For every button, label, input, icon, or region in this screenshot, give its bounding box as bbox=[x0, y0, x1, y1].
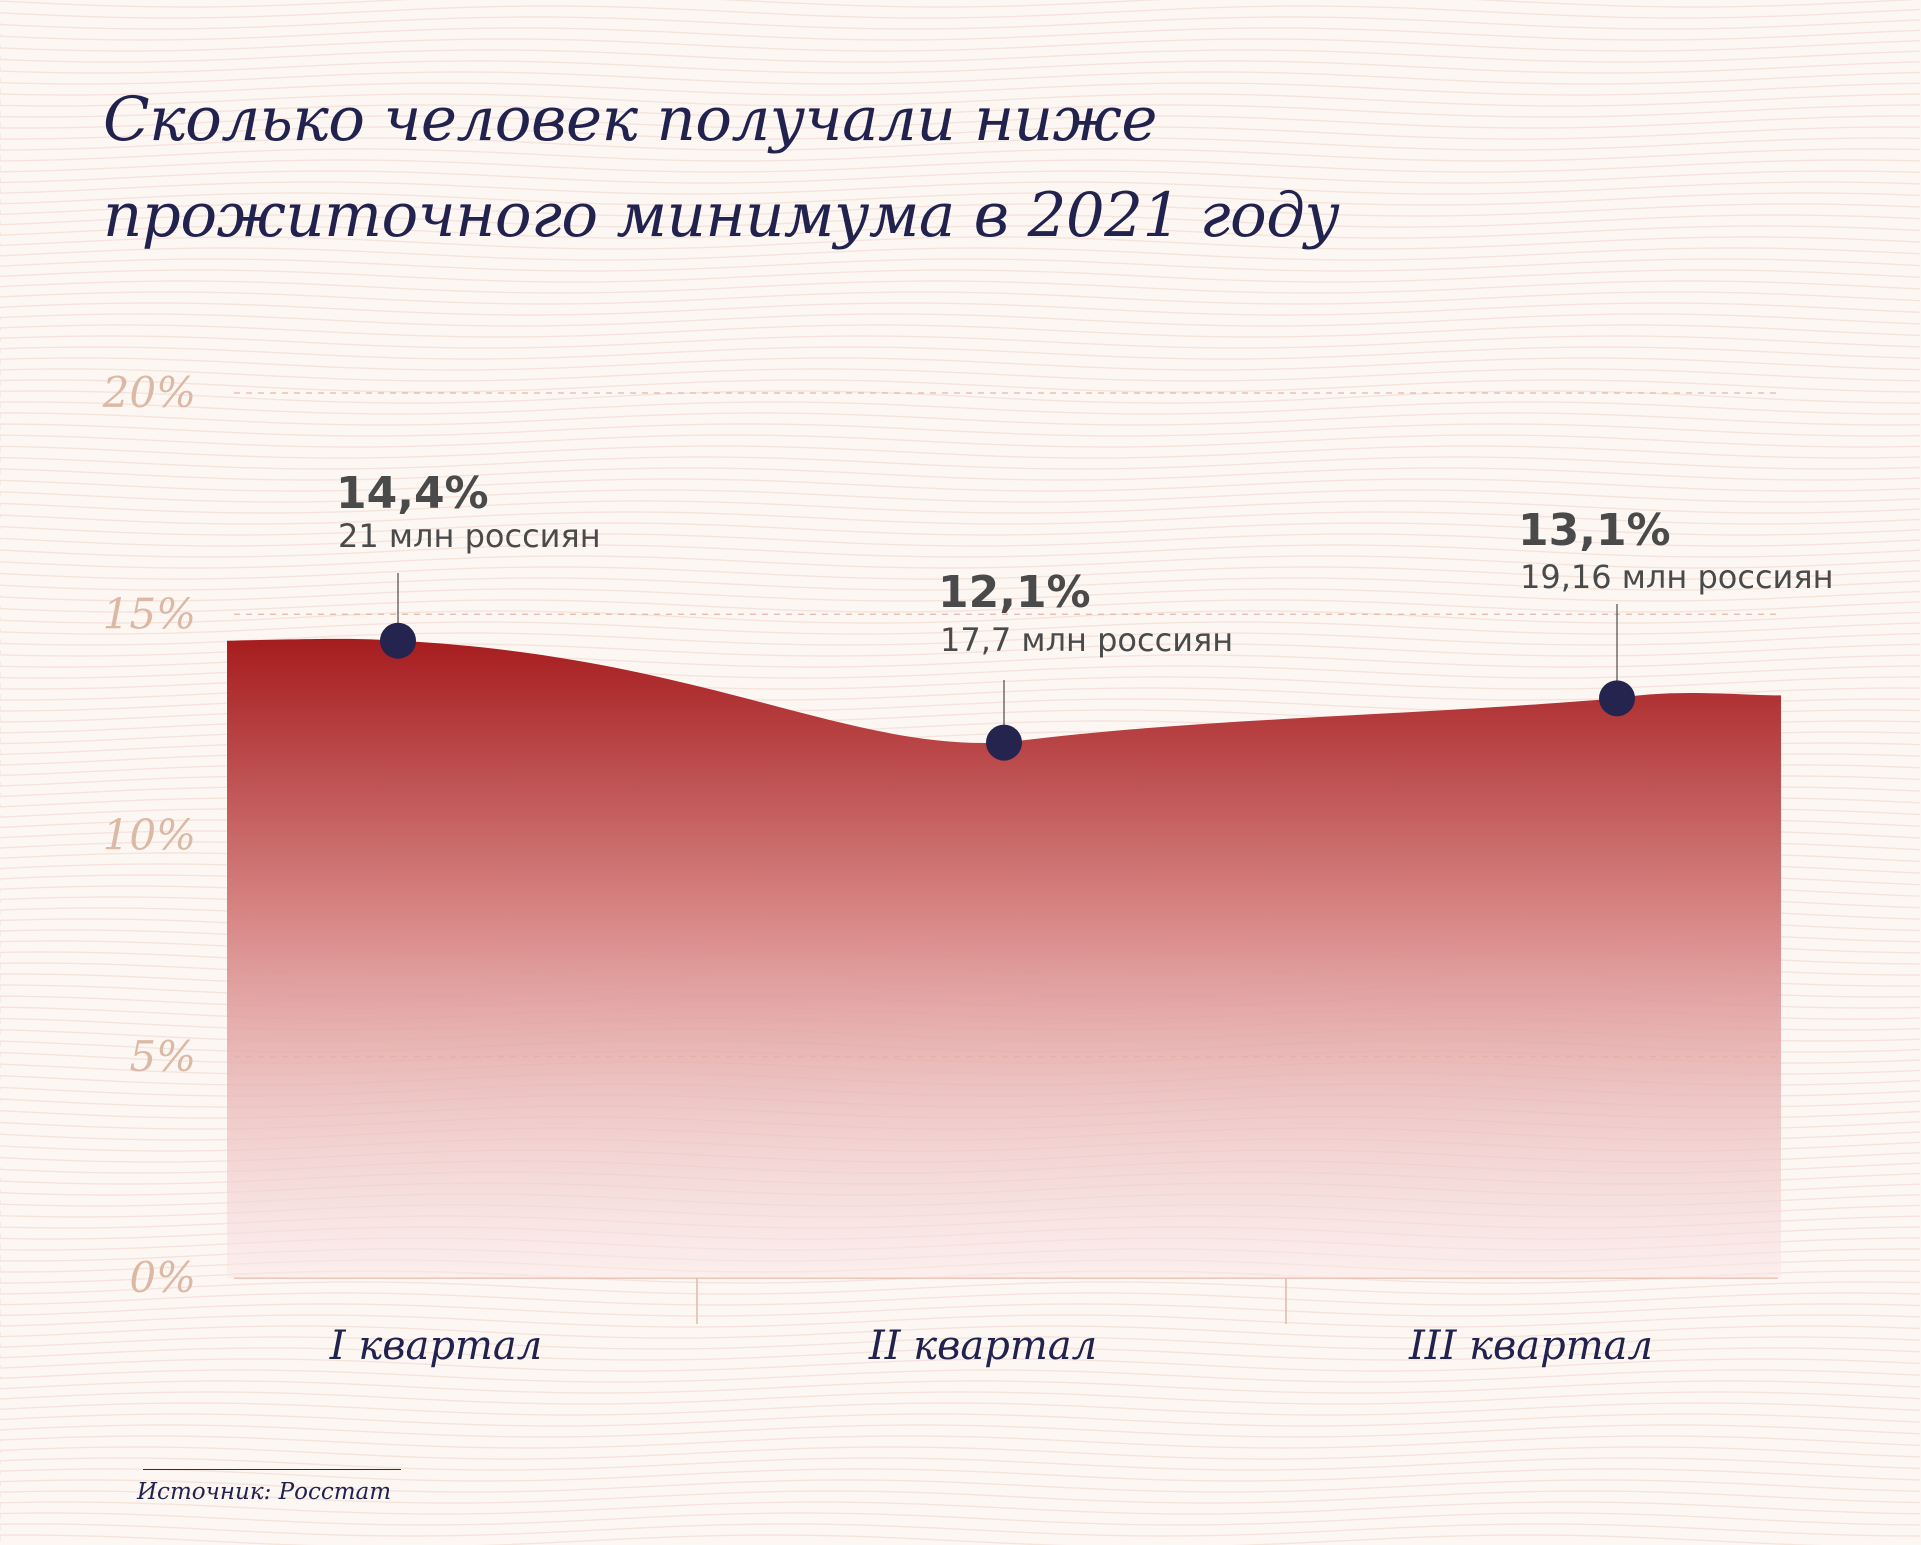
data-note-label: 19,16 млн россиян bbox=[1520, 558, 1834, 596]
data-point-marker bbox=[1599, 680, 1635, 717]
y-axis: 0% 5% 10% 15% 20% bbox=[102, 368, 196, 1302]
x-tick-label: III квартал bbox=[1408, 1323, 1653, 1369]
x-tick-label: II квартал bbox=[868, 1323, 1097, 1369]
title-line-1: Сколько человек получали ниже bbox=[103, 84, 1157, 155]
x-tick-label: I квартал bbox=[329, 1323, 542, 1369]
data-note-label: 21 млн россиян bbox=[338, 517, 601, 555]
y-tick-label: 0% bbox=[129, 1253, 196, 1302]
area-series bbox=[227, 638, 1781, 1278]
y-tick-label: 10% bbox=[103, 811, 196, 860]
y-tick-label: 15% bbox=[103, 589, 196, 638]
chart-title: Сколько человек получали ниже прожиточно… bbox=[103, 72, 1803, 264]
data-point-marker bbox=[986, 724, 1022, 761]
data-point-marker bbox=[380, 622, 416, 659]
data-value-label: 13,1% bbox=[1518, 505, 1671, 556]
data-note-label: 17,7 млн россиян bbox=[940, 621, 1233, 659]
y-tick-label: 20% bbox=[102, 368, 196, 417]
y-tick-label: 5% bbox=[129, 1032, 196, 1081]
x-axis: I квартал II квартал III квартал bbox=[329, 1278, 1653, 1369]
data-value-label: 14,4% bbox=[336, 468, 489, 519]
data-points: 14,4%21 млн россиян 12,1%17,7 млн россиян… bbox=[336, 468, 1834, 761]
source-note: Источник: Росстат bbox=[137, 1479, 392, 1505]
source-divider bbox=[143, 1469, 401, 1470]
data-value-label: 12,1% bbox=[938, 567, 1091, 618]
title-line-2: прожиточного минимума в 2021 году bbox=[103, 180, 1340, 251]
